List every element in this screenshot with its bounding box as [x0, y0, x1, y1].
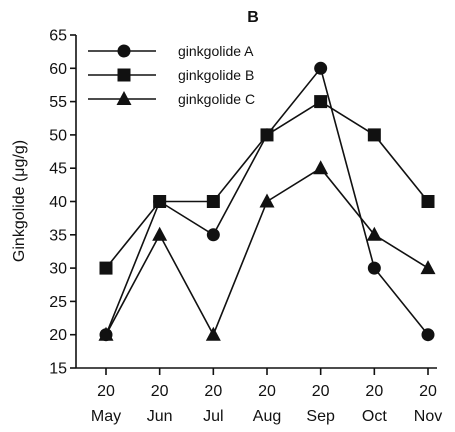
- legend-entry: ginkgolide B: [88, 67, 254, 83]
- legend-label: ginkgolide A: [178, 43, 254, 59]
- series-triangle: [98, 160, 436, 341]
- x-tick-label-day: 20: [151, 383, 169, 400]
- y-tick-label: 40: [49, 194, 67, 211]
- x-tick-label-month: Sep: [306, 408, 335, 425]
- x-tick-label-month: Aug: [253, 408, 281, 425]
- x-tick-label-month: Nov: [414, 408, 442, 425]
- data-point-square: [260, 128, 274, 142]
- x-tick-label-month: Oct: [362, 408, 387, 425]
- x-tick-label-day: 20: [258, 383, 276, 400]
- x-tick-label-month: Jun: [147, 408, 173, 425]
- y-tick-label: 15: [49, 361, 67, 378]
- data-point-square: [206, 195, 220, 208]
- data-point-triangle: [313, 160, 329, 175]
- data-point-circle: [314, 61, 328, 75]
- data-point-square: [314, 95, 328, 109]
- data-point-circle: [206, 228, 220, 242]
- data-point-circle: [367, 261, 381, 275]
- y-tick-label: 30: [49, 261, 67, 278]
- x-tick-label-day: 20: [97, 383, 115, 400]
- y-tick-label: 25: [49, 294, 67, 311]
- y-tick-label: 65: [49, 28, 67, 45]
- data-point-triangle: [98, 326, 114, 341]
- y-tick-label: 20: [49, 327, 67, 344]
- data-point-triangle: [420, 260, 436, 275]
- legend-entry: ginkgolide C: [88, 91, 255, 107]
- y-tick-label: 50: [49, 127, 67, 144]
- y-tick-label: 60: [49, 61, 67, 78]
- x-tick-label-day: 20: [204, 383, 222, 400]
- data-point-square: [153, 195, 167, 208]
- series-layer: [98, 61, 436, 342]
- data-point-triangle: [205, 326, 221, 341]
- y-tick-label: 55: [49, 94, 67, 111]
- x-tick-label-month: Jul: [203, 408, 223, 425]
- data-point-triangle: [152, 226, 168, 241]
- legend-marker-circle: [117, 44, 131, 58]
- data-point-circle: [421, 328, 435, 342]
- data-point-square: [421, 195, 435, 208]
- data-point-triangle: [259, 193, 275, 208]
- legend-label: ginkgolide C: [178, 91, 255, 107]
- legend-label: ginkgolide B: [178, 67, 254, 83]
- legend-marker-triangle: [116, 91, 132, 105]
- x-tick-label-day: 20: [419, 383, 437, 400]
- x-tick-label-day: 20: [312, 383, 330, 400]
- chart-title: B: [247, 9, 259, 26]
- x-tick-label-day: 20: [365, 383, 383, 400]
- axes: 15 20 25 30 35 40 45 50 55 60 65 20 May 20 Jun 20 Jul 20 A…: [49, 28, 442, 426]
- data-point-square: [367, 128, 381, 142]
- y-axis-label: Ginkgolide (μg/g): [11, 140, 28, 262]
- y-tick-label: 45: [49, 161, 67, 178]
- x-tick-label-month: May: [91, 408, 121, 425]
- y-tick-label: 35: [49, 227, 67, 244]
- legend-entry: ginkgolide A: [88, 43, 254, 59]
- data-point-triangle: [366, 226, 382, 241]
- series-square: [99, 95, 435, 275]
- data-point-square: [99, 261, 113, 275]
- legend-marker-square: [117, 68, 131, 82]
- series-line: [105, 167, 429, 337]
- legend: ginkgolide A ginkgolide B ginkgolide C: [88, 43, 255, 107]
